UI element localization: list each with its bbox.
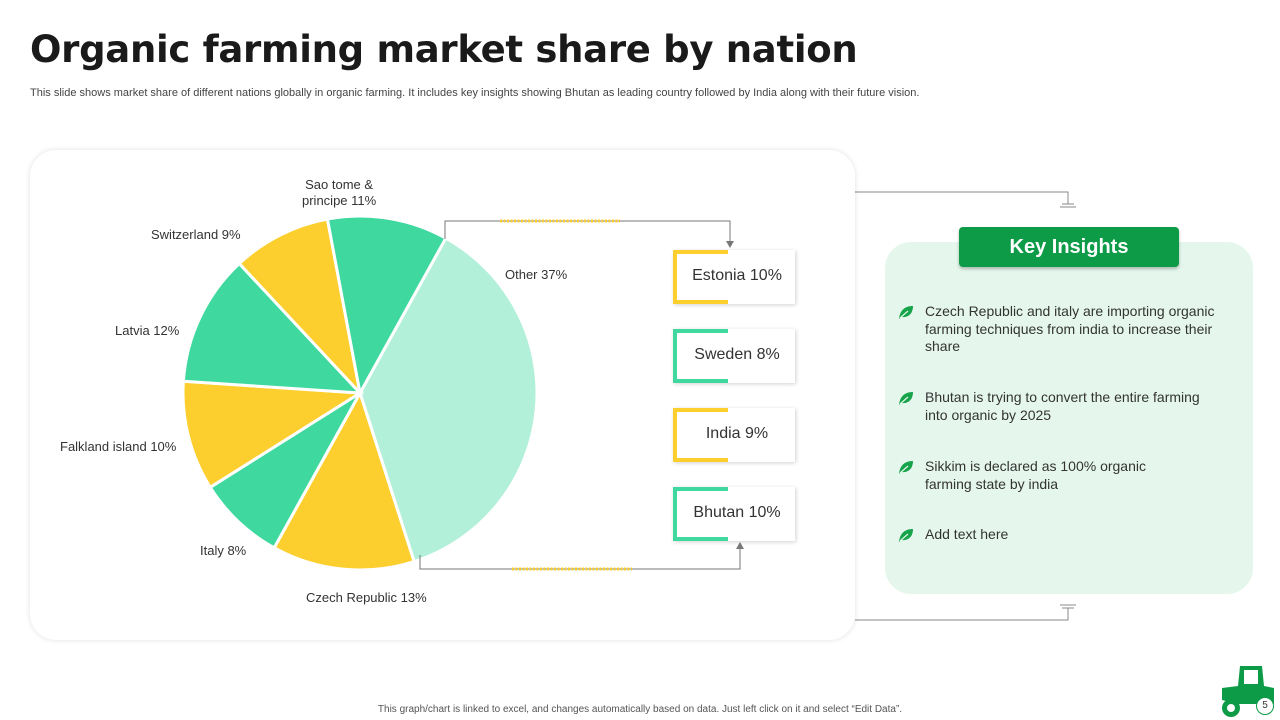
pie-label-falkland: Falkland island 10% — [60, 439, 177, 454]
tractor-icon — [1222, 666, 1274, 717]
arrow-up-icon — [736, 542, 744, 549]
insight-text: Sikkim is declared as 100% organic farmi… — [925, 458, 1146, 492]
pie-slice-other[interactable] — [358, 236, 539, 564]
leaf-icon — [899, 461, 913, 474]
bracket — [673, 487, 728, 541]
arrow-down-icon — [726, 241, 734, 248]
pie-slice-czech-republic[interactable] — [272, 389, 416, 572]
leaf-icon — [899, 306, 913, 319]
pie-label-sao-tome: Sao tome & principe 11% — [302, 177, 377, 208]
pie-label-switzerland: Switzerland 9% — [151, 227, 241, 242]
breakdown-box-sweden[interactable]: Sweden 8% — [673, 329, 795, 383]
breakdown-box-india[interactable]: India 9% — [673, 408, 795, 462]
insights-panel — [885, 242, 1253, 594]
pie-label-latvia: Latvia 12% — [115, 323, 180, 338]
pie-slice-italy[interactable] — [208, 391, 362, 550]
breakdown-connector-bottom — [419, 548, 741, 570]
pie-slice-falkland-island[interactable] — [181, 379, 365, 490]
insight-text: Czech Republic and italy are importing o… — [925, 303, 1215, 354]
insight-text: Add text here — [925, 526, 1009, 542]
breakdown-box-bhutan[interactable]: Bhutan 10% — [673, 487, 795, 541]
breakdown-connector-top — [444, 220, 731, 242]
breakdown-box-estonia[interactable]: Estonia 10% — [673, 250, 795, 304]
breakdown-label: Estonia 10% — [692, 267, 782, 284]
pie-chart[interactable] — [30, 150, 855, 640]
pie-slice-latvia[interactable] — [181, 261, 364, 395]
breakdown-label: Bhutan 10% — [693, 504, 781, 521]
pie-slice-sao-tome-principe[interactable] — [325, 214, 448, 398]
breakdown-label: Sweden 8% — [694, 346, 780, 363]
breakdown-label: India 9% — [705, 425, 769, 442]
pie-slice-switzerland[interactable] — [237, 217, 363, 398]
insight-text: Bhutan is trying to convert the entire f… — [925, 389, 1200, 423]
bracket — [673, 250, 728, 304]
bracket — [673, 408, 728, 462]
chart-panel: Sao tome & principe 11% Switzerland 9% O… — [30, 150, 855, 640]
leaf-icon — [899, 529, 913, 542]
pie-label-czech: Czech Republic 13% — [306, 590, 427, 605]
footer-note: This graph/chart is linked to excel, and… — [377, 704, 903, 715]
leaf-icon — [899, 392, 913, 405]
pie-label-other: Other 37% — [505, 267, 568, 282]
pie-label-italy: Italy 8% — [200, 543, 247, 558]
page-subtitle: This slide shows market share of differe… — [30, 87, 920, 99]
insights-heading: Key Insights — [959, 227, 1179, 267]
bracket — [673, 329, 728, 383]
page-title: Organic farming market share by nation — [30, 28, 858, 71]
page-number: 5 — [1256, 697, 1274, 715]
